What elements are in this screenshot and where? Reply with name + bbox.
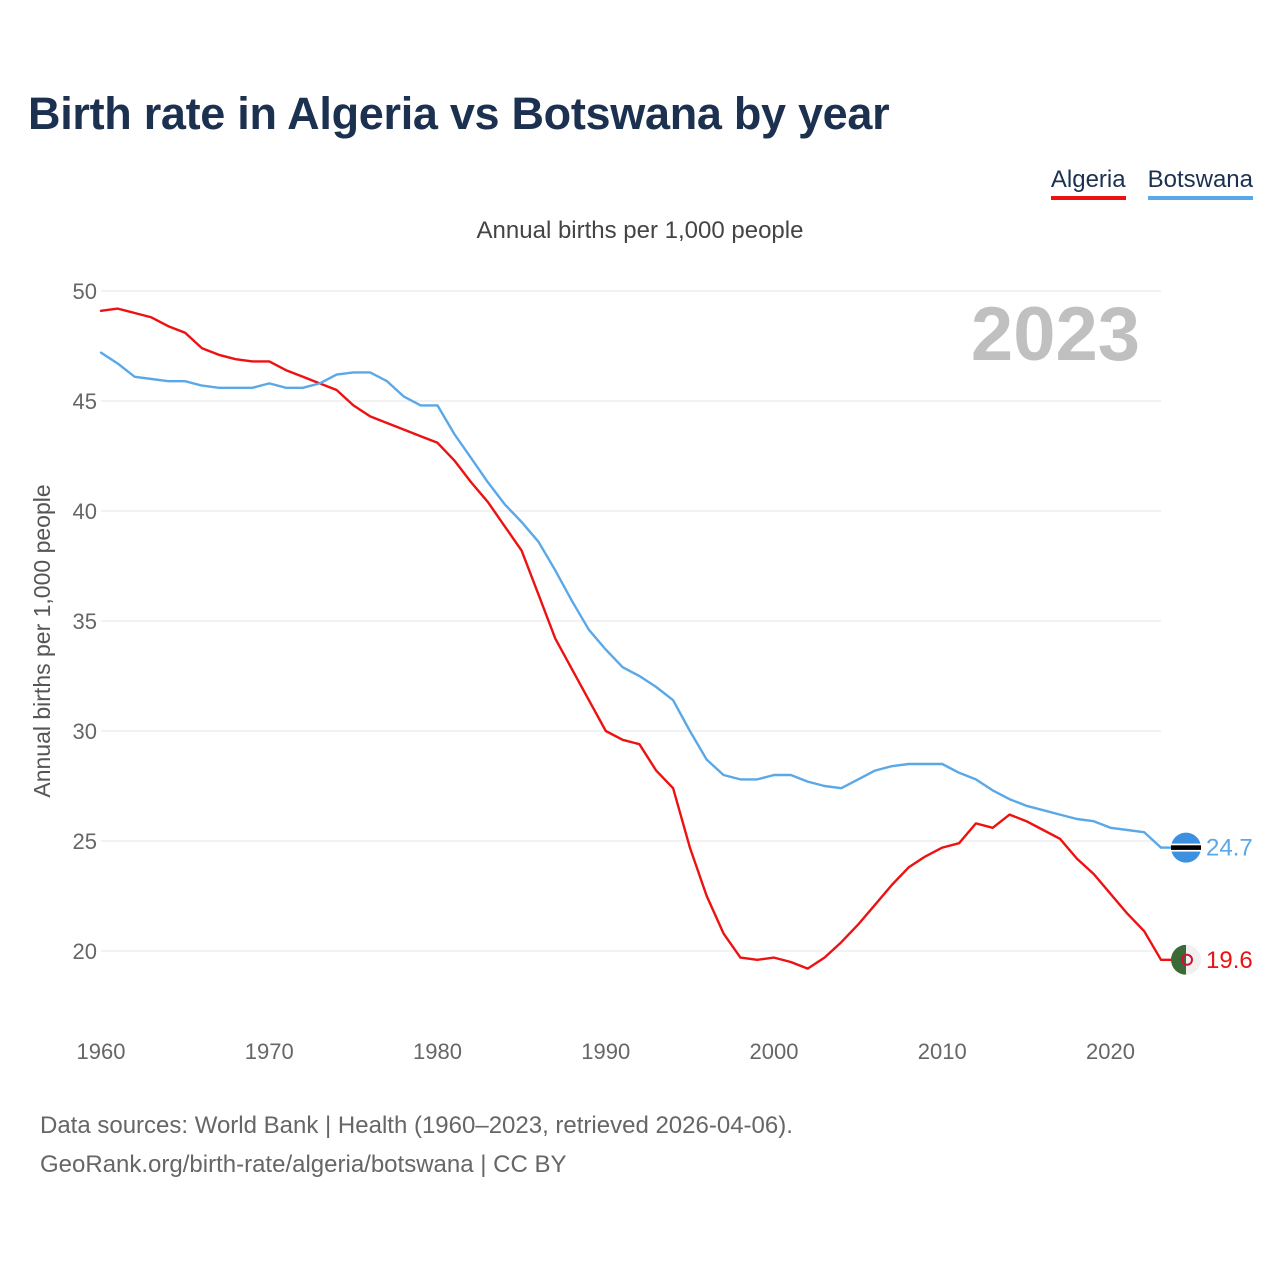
x-tick-label-1990: 1990 bbox=[581, 1039, 630, 1064]
end-value-label-algeria: 19.6 bbox=[1206, 947, 1253, 974]
legend-item-botswana[interactable]: Botswana bbox=[1147, 166, 1253, 200]
legend-item-algeria[interactable]: Algeria bbox=[1050, 166, 1126, 200]
series-lines bbox=[99, 307, 1163, 970]
gridlines bbox=[101, 290, 1161, 952]
line-chart: 20 25 30 35 40 45 50 1960 1970 1980 1990 2000 2010 2… bbox=[29, 279, 1253, 1064]
y-axis-label: Annual births per 1,000 people bbox=[29, 484, 55, 797]
chart-title: Birth rate in Algeria vs Botswana by yea… bbox=[28, 88, 890, 139]
y-axis-ticks: 20 25 30 35 40 45 50 bbox=[73, 279, 97, 964]
sources-line-2: GeoRank.org/birth-rate/algeria/botswana … bbox=[40, 1151, 567, 1178]
flag-right-half bbox=[1186, 944, 1201, 975]
sources-line-1: Data sources: World Bank | Health (1960–… bbox=[40, 1112, 793, 1139]
botswana-flag-icon bbox=[1171, 832, 1201, 863]
y-tick-label-50: 50 bbox=[73, 279, 97, 304]
chart-subtitle: Annual births per 1,000 people bbox=[476, 217, 804, 244]
y-tick-label-35: 35 bbox=[73, 609, 97, 634]
algeria-flag-icon bbox=[1171, 944, 1201, 975]
flag-left-half bbox=[1171, 944, 1186, 975]
x-axis-ticks: 1960 1970 1980 1990 2000 2010 2020 bbox=[77, 1039, 1135, 1064]
x-tick-label-1970: 1970 bbox=[245, 1039, 294, 1064]
y-tick-label-40: 40 bbox=[73, 499, 97, 524]
y-tick-label-25: 25 bbox=[73, 829, 97, 854]
x-tick-label-2000: 2000 bbox=[750, 1039, 799, 1064]
series-line-algeria bbox=[99, 307, 1163, 970]
flag-black-band bbox=[1171, 845, 1201, 850]
x-tick-label-1980: 1980 bbox=[413, 1039, 462, 1064]
x-tick-label-2020: 2020 bbox=[1086, 1039, 1135, 1064]
y-tick-label-30: 30 bbox=[73, 719, 97, 744]
y-tick-label-45: 45 bbox=[73, 389, 97, 414]
series-line-botswana bbox=[99, 351, 1163, 849]
current-year-display: 2023 bbox=[971, 292, 1140, 377]
series-end-markers: 19.6 24.7 bbox=[1161, 832, 1253, 975]
x-tick-label-1960: 1960 bbox=[77, 1039, 126, 1064]
end-value-label-botswana: 24.7 bbox=[1206, 835, 1253, 862]
x-tick-label-2010: 2010 bbox=[918, 1039, 967, 1064]
flag-crescent bbox=[1181, 953, 1193, 966]
y-tick-label-20: 20 bbox=[73, 939, 97, 964]
legend: Algeria Botswana bbox=[1050, 166, 1253, 200]
data-sources: Data sources: World Bank | Health (1960–… bbox=[40, 1106, 793, 1184]
